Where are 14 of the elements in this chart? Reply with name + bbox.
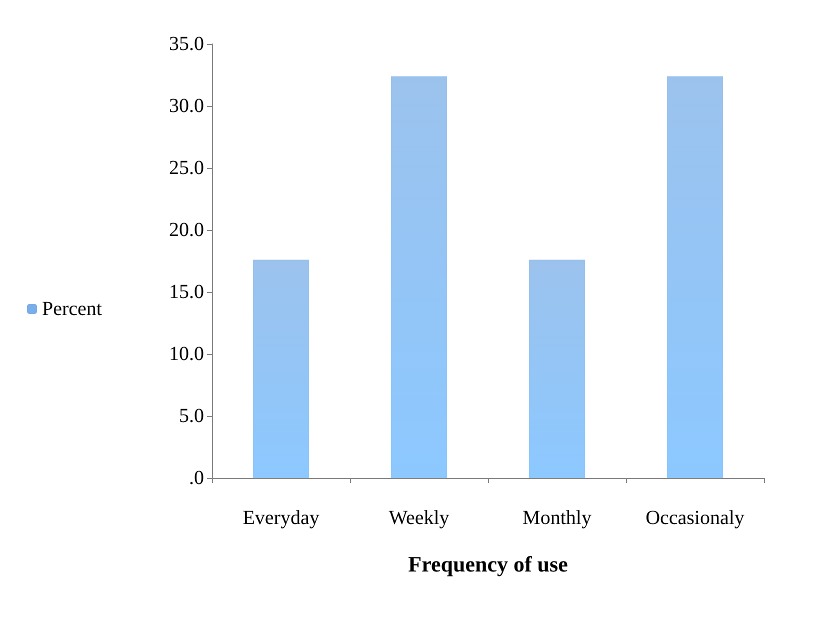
x-tick-label: Monthly [522,507,592,529]
y-tick-label: 25.0 [169,157,204,179]
x-tick-label: Occasionaly [646,507,744,529]
y-tick-label: .0 [189,467,204,489]
legend-label: Percent [42,298,102,320]
x-tick-label: Weekly [388,507,450,529]
y-tick-label: 20.0 [169,219,204,241]
y-tick-label: 30.0 [169,95,204,117]
x-tick-label: Everyday [242,507,320,529]
y-tick-label: 15.0 [169,281,204,303]
y-tick-label: 5.0 [179,405,204,427]
x-axis-title: Frequency of use [408,552,568,576]
y-tick-label: 10.0 [169,343,204,365]
y-tick-label: 35.0 [169,33,204,55]
